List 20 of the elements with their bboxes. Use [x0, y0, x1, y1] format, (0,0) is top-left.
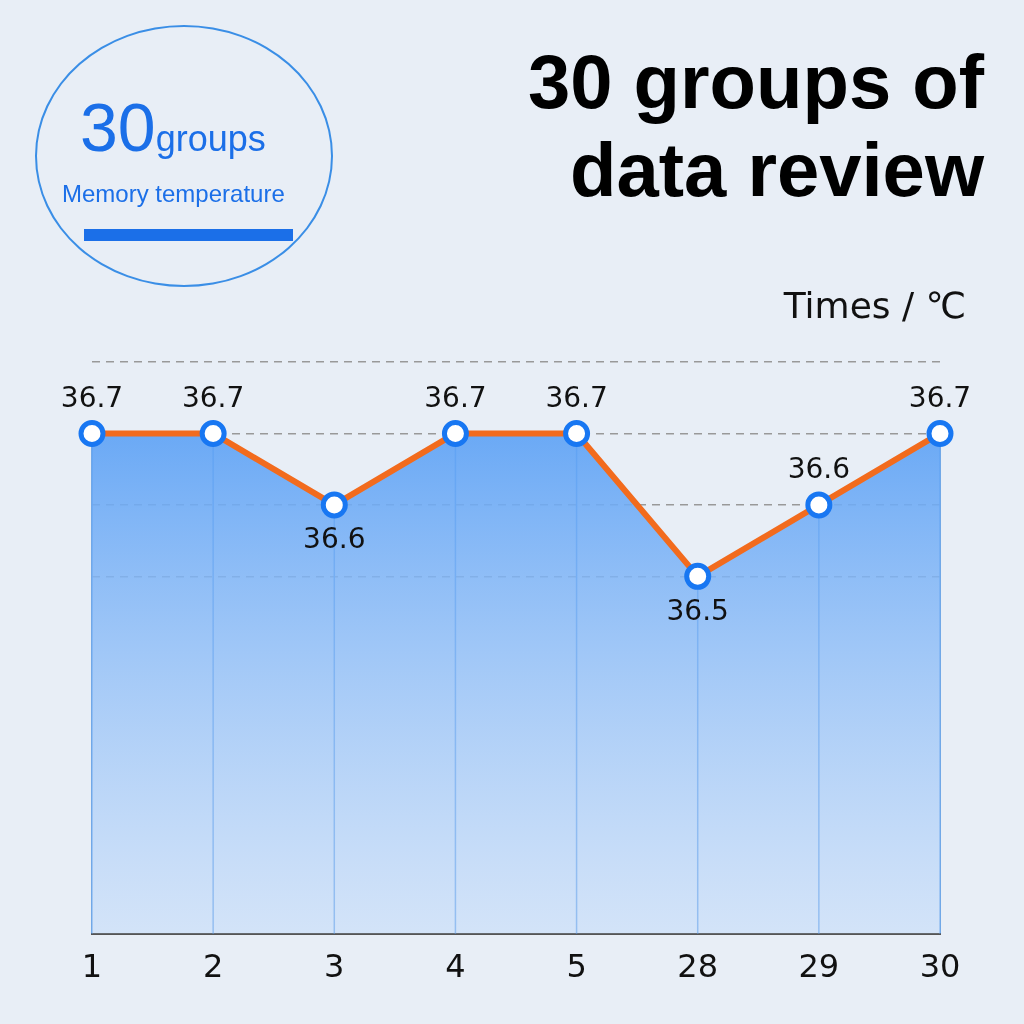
x-tick-label: 5	[566, 947, 587, 986]
data-label: 36.7	[181, 380, 245, 414]
data-label: 36.7	[60, 380, 124, 414]
x-tick-label: 28	[677, 947, 719, 986]
data-label: 36.7	[545, 380, 608, 414]
x-tick-label: 3	[324, 947, 345, 986]
text: 30groups	[80, 88, 266, 166]
data-label: 36.6	[787, 452, 851, 486]
x-tick-label: 30	[919, 947, 961, 986]
x-tick-label: 2	[202, 947, 224, 986]
x-tick-label: 4	[445, 947, 466, 986]
x-tick-label: 29	[798, 947, 840, 986]
chart-title: 30 groups of data review	[526, 38, 984, 214]
data-label: 36.6	[303, 522, 366, 556]
data-label: 36.5	[666, 593, 729, 627]
y-axis-title: Times / ℃	[783, 285, 966, 326]
data-label: 36.7	[908, 380, 972, 414]
x-tick-label: 1	[81, 947, 103, 986]
data-label: 36.7	[424, 380, 487, 414]
text: Memory temperature	[62, 180, 285, 208]
